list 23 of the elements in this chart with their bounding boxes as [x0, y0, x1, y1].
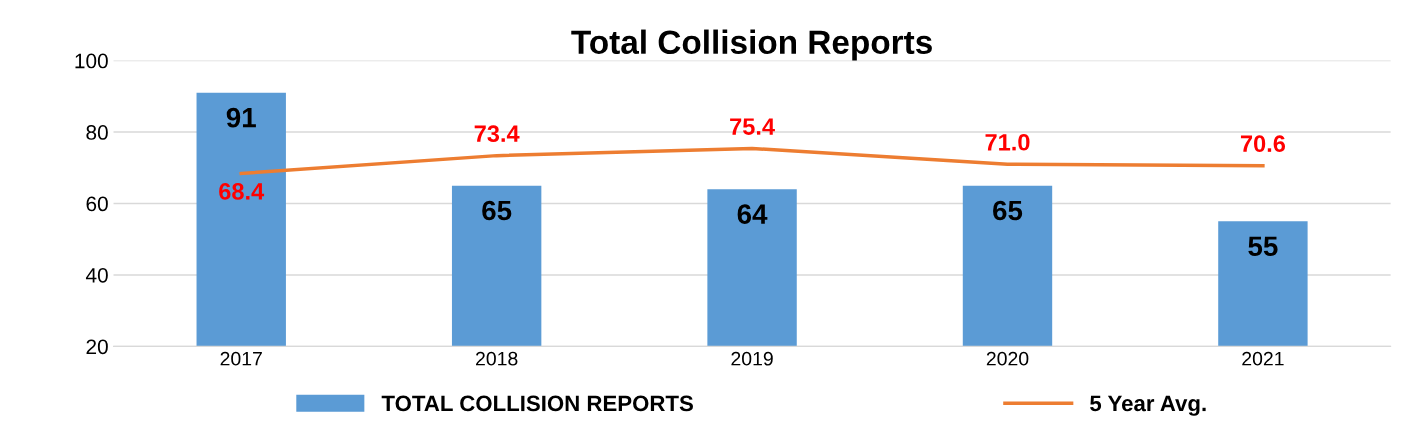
data-label: 75.4: [730, 118, 775, 135]
y-tick-label: 80: [86, 125, 108, 140]
chart-title: Total Collision Reports: [571, 29, 932, 61]
y-tick-label: 20: [86, 339, 108, 355]
data-label: 70.6: [1240, 135, 1286, 153]
x-tick-label: 2021: [1242, 351, 1284, 366]
data-label: 64: [737, 204, 768, 224]
data-label: 68.4: [219, 183, 265, 200]
y-tick-label: 40: [85, 267, 108, 283]
y-tick-label: 60: [86, 196, 108, 212]
x-tick-label: 2019: [731, 351, 773, 366]
data-label: 55: [1248, 236, 1278, 257]
data-label: 65: [993, 200, 1023, 221]
legend-label: TOTAL COLLISION REPORTS: [381, 395, 693, 412]
data-label: 73.4: [474, 125, 520, 143]
y-tick-label: 100: [75, 53, 108, 69]
legend-label: 5 Year Avg.: [1090, 395, 1206, 416]
x-tick-label: 2018: [476, 351, 518, 366]
data-label: 91: [226, 107, 256, 128]
data-label: 71.0: [985, 133, 1030, 151]
data-label: 65: [482, 200, 512, 221]
x-tick-label: 2020: [986, 351, 1029, 366]
x-tick-label: 2017: [220, 351, 262, 366]
